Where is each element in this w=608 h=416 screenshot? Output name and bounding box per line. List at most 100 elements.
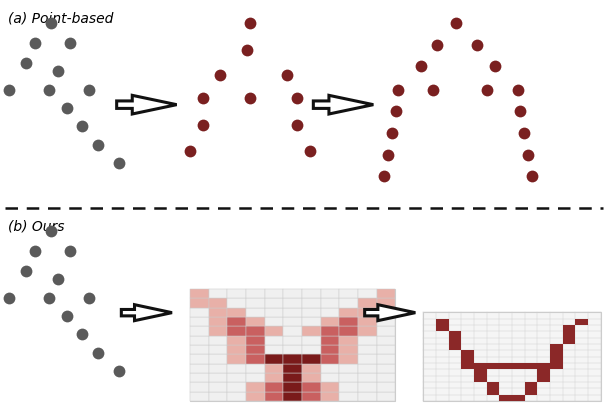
Bar [461,363,474,369]
Bar [302,345,320,354]
Bar [283,336,302,345]
Bar [246,336,264,345]
Bar [264,373,283,382]
Text: (a) Point-based: (a) Point-based [8,11,113,25]
Bar [537,363,550,369]
Bar [264,308,283,317]
Bar [562,331,575,338]
Bar [283,392,302,401]
Bar [550,357,562,363]
Polygon shape [365,305,415,321]
Bar [227,317,246,326]
Bar [264,382,283,392]
Bar [436,319,449,325]
Bar [377,345,395,354]
Bar [246,354,264,364]
Bar [423,312,601,401]
Bar [499,363,512,369]
Bar [227,336,246,345]
Bar [486,388,499,395]
Bar [339,373,358,382]
Bar [358,345,377,354]
Bar [264,364,283,373]
Bar [320,308,339,317]
Bar [377,354,395,364]
Bar [246,308,264,317]
Bar [499,395,512,401]
Bar [320,382,339,392]
Bar [320,354,339,364]
Bar [283,308,302,317]
Bar [283,317,302,326]
Bar [339,382,358,392]
Bar [264,289,283,298]
Bar [358,373,377,382]
Bar [283,326,302,336]
Bar [377,308,395,317]
Bar [377,289,395,298]
Bar [339,289,358,298]
Bar [302,392,320,401]
Bar [264,298,283,308]
Bar [227,298,246,308]
Bar [537,369,550,376]
Bar [283,298,302,308]
Bar [377,317,395,326]
Bar [227,382,246,392]
Bar [339,345,358,354]
Bar [339,308,358,317]
Bar [227,345,246,354]
Bar [474,376,486,382]
Bar [264,345,283,354]
Bar [209,336,227,345]
Bar [264,336,283,345]
Bar [302,336,320,345]
Bar [461,350,474,357]
Bar [320,345,339,354]
Bar [525,382,537,388]
Bar [550,350,562,357]
Bar [190,364,209,373]
Bar [190,382,209,392]
Bar [320,289,339,298]
Bar [246,345,264,354]
Bar [550,363,562,369]
Bar [358,289,377,298]
Bar [358,382,377,392]
Bar [209,345,227,354]
Bar [190,336,209,345]
Bar [190,392,209,401]
Bar [246,373,264,382]
Bar [209,382,227,392]
Bar [320,326,339,336]
Bar [302,373,320,382]
Bar [227,354,246,364]
Bar [358,354,377,364]
Bar [358,326,377,336]
Bar [474,369,486,376]
Bar [358,392,377,401]
Bar [377,364,395,373]
Bar [358,317,377,326]
Bar [377,326,395,336]
Bar [377,382,395,392]
Bar [302,364,320,373]
Bar [190,308,209,317]
Bar [339,336,358,345]
Bar [358,364,377,373]
Bar [302,289,320,298]
Bar [264,354,283,364]
Bar [283,289,302,298]
Bar [283,373,302,382]
Bar [575,319,588,325]
Bar [209,354,227,364]
Text: (b) Ours: (b) Ours [8,219,64,233]
Polygon shape [313,95,373,114]
Bar [227,392,246,401]
Bar [246,289,264,298]
Polygon shape [122,305,172,321]
Bar [283,382,302,392]
Bar [525,388,537,395]
Bar [283,364,302,373]
Bar [436,325,449,331]
